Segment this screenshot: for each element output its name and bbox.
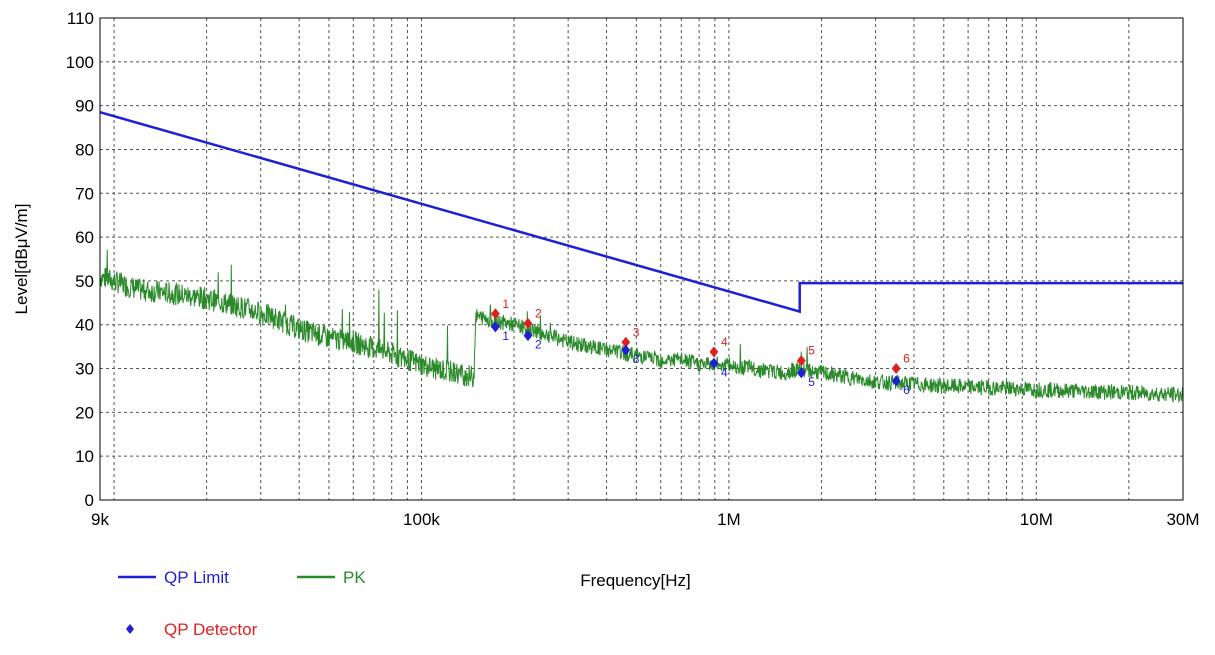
qp-marker-label: 6: [903, 383, 910, 397]
y-tick-label: 50: [75, 272, 94, 291]
qp-marker-label: 3: [633, 352, 640, 366]
qp-marker-diamond: [796, 367, 806, 379]
y-tick-labels: 0 10 20 30 40 50 60 70 80 90 100 110: [66, 9, 94, 510]
qp-marker-diamond: [523, 330, 533, 342]
pk-marker-diamond: [523, 317, 533, 329]
pk-marker-diamond: [891, 363, 901, 375]
qp-marker-label: 1: [502, 329, 509, 343]
chart-grid: [100, 17, 1183, 501]
qp-marker-diamond: [491, 321, 500, 333]
x-tick-label: 100k: [403, 510, 440, 529]
y-tick-label: 70: [75, 184, 94, 203]
x-tick-label: 10M: [1020, 510, 1053, 529]
chart-markers: 1 1 2 2 3 3 4 4 5 5 6 6: [491, 297, 910, 397]
y-tick-label: 40: [75, 316, 94, 335]
pk-marker-label: 1: [502, 297, 509, 311]
y-tick-label: 0: [85, 491, 94, 510]
y-tick-label: 90: [75, 97, 94, 116]
chart-series: [99, 110, 1184, 403]
pk-marker-label: 2: [535, 306, 542, 320]
legend-label: QP Limit: [164, 568, 229, 587]
plot-frame: [99, 17, 1184, 501]
x-tick-label: 1M: [717, 510, 741, 529]
pk-marker-label: 6: [903, 352, 910, 366]
qp-marker-label: 2: [535, 338, 542, 352]
pk-marker-label: 3: [633, 325, 640, 339]
x-axis-label: Frequency[Hz]: [580, 571, 691, 590]
pk-marker-diamond: [621, 336, 631, 348]
pk-marker-label: 5: [808, 344, 815, 358]
y-tick-label: 10: [75, 447, 94, 466]
chart-legend: QP Limit PK QP Detector: [118, 568, 366, 639]
qp-marker-diamond: [621, 344, 631, 356]
y-tick-label: 80: [75, 140, 94, 159]
series-qp-limit-line: [99, 110, 1183, 314]
y-tick-label: 60: [75, 228, 94, 247]
y-tick-label: 110: [67, 9, 94, 28]
x-tick-label: 30M: [1166, 510, 1199, 529]
legend-label: QP Detector: [164, 620, 258, 639]
pk-marker-diamond: [709, 346, 719, 358]
qp-marker-diamond: [891, 375, 901, 387]
y-tick-label: 20: [75, 403, 94, 422]
y-tick-label: 30: [75, 360, 94, 379]
legend-label: PK: [343, 568, 366, 587]
legend-swatch-diamond: [126, 624, 134, 634]
series-pk-line: [99, 249, 1184, 403]
y-axis-label: Level[dBμV/m]: [12, 204, 31, 315]
pk-marker-diamond: [796, 355, 806, 367]
qp-marker-diamond: [709, 357, 719, 369]
x-tick-labels: 9k 100k 1M 10M 30M: [91, 510, 1200, 529]
pk-marker-label: 4: [721, 335, 728, 349]
y-tick-label: 100: [66, 53, 94, 72]
pk-marker-diamond: [491, 308, 500, 320]
qp-marker-label: 5: [808, 375, 815, 389]
qp-marker-label: 4: [721, 365, 728, 379]
x-tick-label: 9k: [91, 510, 109, 529]
